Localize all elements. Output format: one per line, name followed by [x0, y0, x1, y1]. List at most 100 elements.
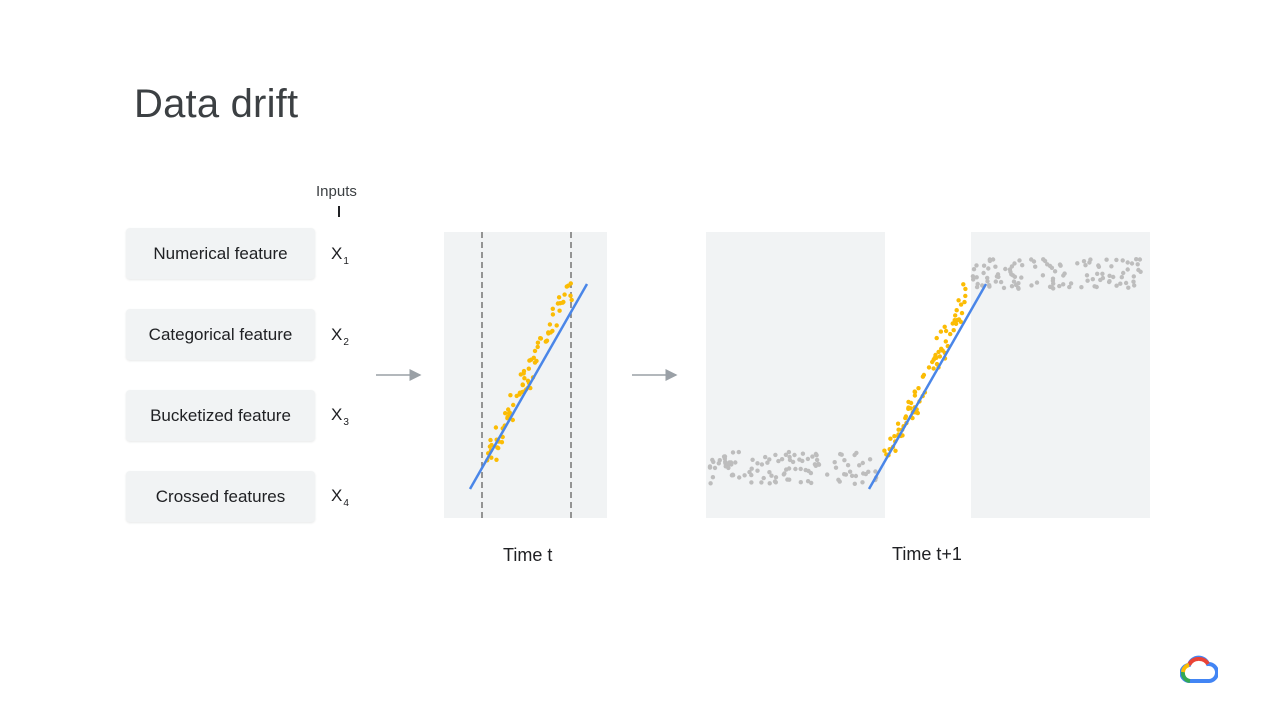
- drift-point: [783, 452, 789, 457]
- training-point: [535, 340, 541, 345]
- drift-point: [779, 457, 785, 462]
- drift-point: [974, 275, 979, 280]
- drift-point: [1012, 274, 1018, 279]
- drift-point: [730, 472, 735, 477]
- drift-point: [1125, 260, 1130, 265]
- drift-point: [1085, 278, 1090, 283]
- drift-point: [813, 451, 819, 457]
- drift-point: [974, 284, 980, 290]
- drift-point: [867, 457, 873, 462]
- drift-point: [857, 463, 862, 468]
- training-point: [906, 399, 911, 405]
- drift-point: [1057, 283, 1062, 289]
- training-point: [942, 324, 947, 329]
- drift-point: [1109, 264, 1114, 269]
- training-point: [895, 421, 901, 426]
- training-point: [934, 335, 939, 341]
- training-point: [948, 331, 953, 337]
- training-point: [494, 457, 499, 462]
- drift-point: [797, 457, 802, 462]
- training-point: [489, 442, 494, 448]
- drift-point: [759, 480, 764, 485]
- training-point: [912, 389, 917, 394]
- input-variable-x1: X1: [331, 244, 349, 267]
- drift-point: [1001, 285, 1007, 291]
- drift-point: [730, 450, 736, 455]
- drift-point: [1107, 273, 1112, 278]
- training-point: [520, 382, 525, 388]
- training-point: [931, 357, 936, 362]
- drift-point: [1079, 285, 1084, 290]
- drift-point: [832, 460, 837, 465]
- drift-point: [1040, 273, 1046, 278]
- drift-point: [1011, 279, 1017, 284]
- training-point: [522, 376, 527, 381]
- input-variable-letter: X: [331, 405, 343, 424]
- training-point: [554, 323, 559, 328]
- drift-point: [1126, 285, 1131, 290]
- drift-point: [767, 481, 772, 486]
- input-variable-x2: X2: [331, 325, 349, 348]
- training-point: [943, 328, 949, 334]
- training-point: [532, 360, 538, 365]
- inputs-tick-mark: [338, 206, 340, 217]
- training-point: [958, 302, 964, 307]
- training-point: [954, 308, 959, 313]
- training-point: [903, 414, 909, 419]
- drift-point: [761, 475, 766, 481]
- training-point: [557, 308, 562, 313]
- drift-point: [974, 263, 979, 268]
- training-point: [550, 328, 555, 334]
- drift-point: [798, 466, 803, 472]
- drift-point: [787, 477, 792, 482]
- drift-point: [842, 458, 847, 463]
- drift-point: [1104, 257, 1109, 262]
- drift-point: [736, 449, 741, 455]
- drift-point: [1031, 259, 1037, 264]
- training-point: [892, 434, 897, 439]
- training-point: [526, 366, 531, 371]
- training-point: [493, 425, 499, 430]
- input-variable-letter: X: [331, 244, 343, 263]
- drift-point: [733, 460, 738, 465]
- drift-point: [773, 452, 778, 458]
- drift-point: [806, 468, 811, 474]
- training-point: [882, 448, 887, 453]
- drift-point: [839, 452, 844, 457]
- training-point: [535, 344, 540, 350]
- inputs-label: Inputs: [316, 183, 357, 200]
- drift-point: [1003, 266, 1008, 272]
- drift-point: [971, 267, 977, 272]
- training-point: [495, 445, 500, 450]
- google-cloud-logo-icon: [1180, 655, 1218, 683]
- drift-point: [1121, 270, 1126, 276]
- drift-point: [1041, 257, 1046, 262]
- drift-point: [993, 264, 998, 269]
- drift-point: [1118, 281, 1123, 286]
- drift-point: [749, 466, 754, 471]
- drift-point: [767, 457, 772, 462]
- drift-point: [721, 454, 727, 459]
- drift-point: [860, 480, 865, 485]
- drift-point: [852, 452, 857, 458]
- drift-point: [805, 456, 811, 462]
- training-point: [538, 336, 543, 341]
- drift-point: [1111, 274, 1116, 280]
- drift-point: [1083, 263, 1088, 268]
- drift-point: [1098, 277, 1103, 283]
- feature-box-bucketized: Bucketized feature: [126, 390, 315, 441]
- drift-point: [776, 458, 781, 464]
- drift-point: [986, 266, 991, 271]
- training-point: [517, 390, 523, 395]
- fit-line-time-t: [468, 283, 589, 490]
- drift-point: [792, 452, 797, 458]
- drift-point: [708, 481, 713, 486]
- training-point: [561, 299, 566, 305]
- drift-point: [847, 469, 853, 474]
- drift-point: [1092, 284, 1097, 289]
- drift-point: [784, 467, 789, 472]
- training-point: [906, 406, 911, 411]
- drift-point: [749, 480, 754, 485]
- feature-box-numerical: Numerical feature: [126, 228, 315, 279]
